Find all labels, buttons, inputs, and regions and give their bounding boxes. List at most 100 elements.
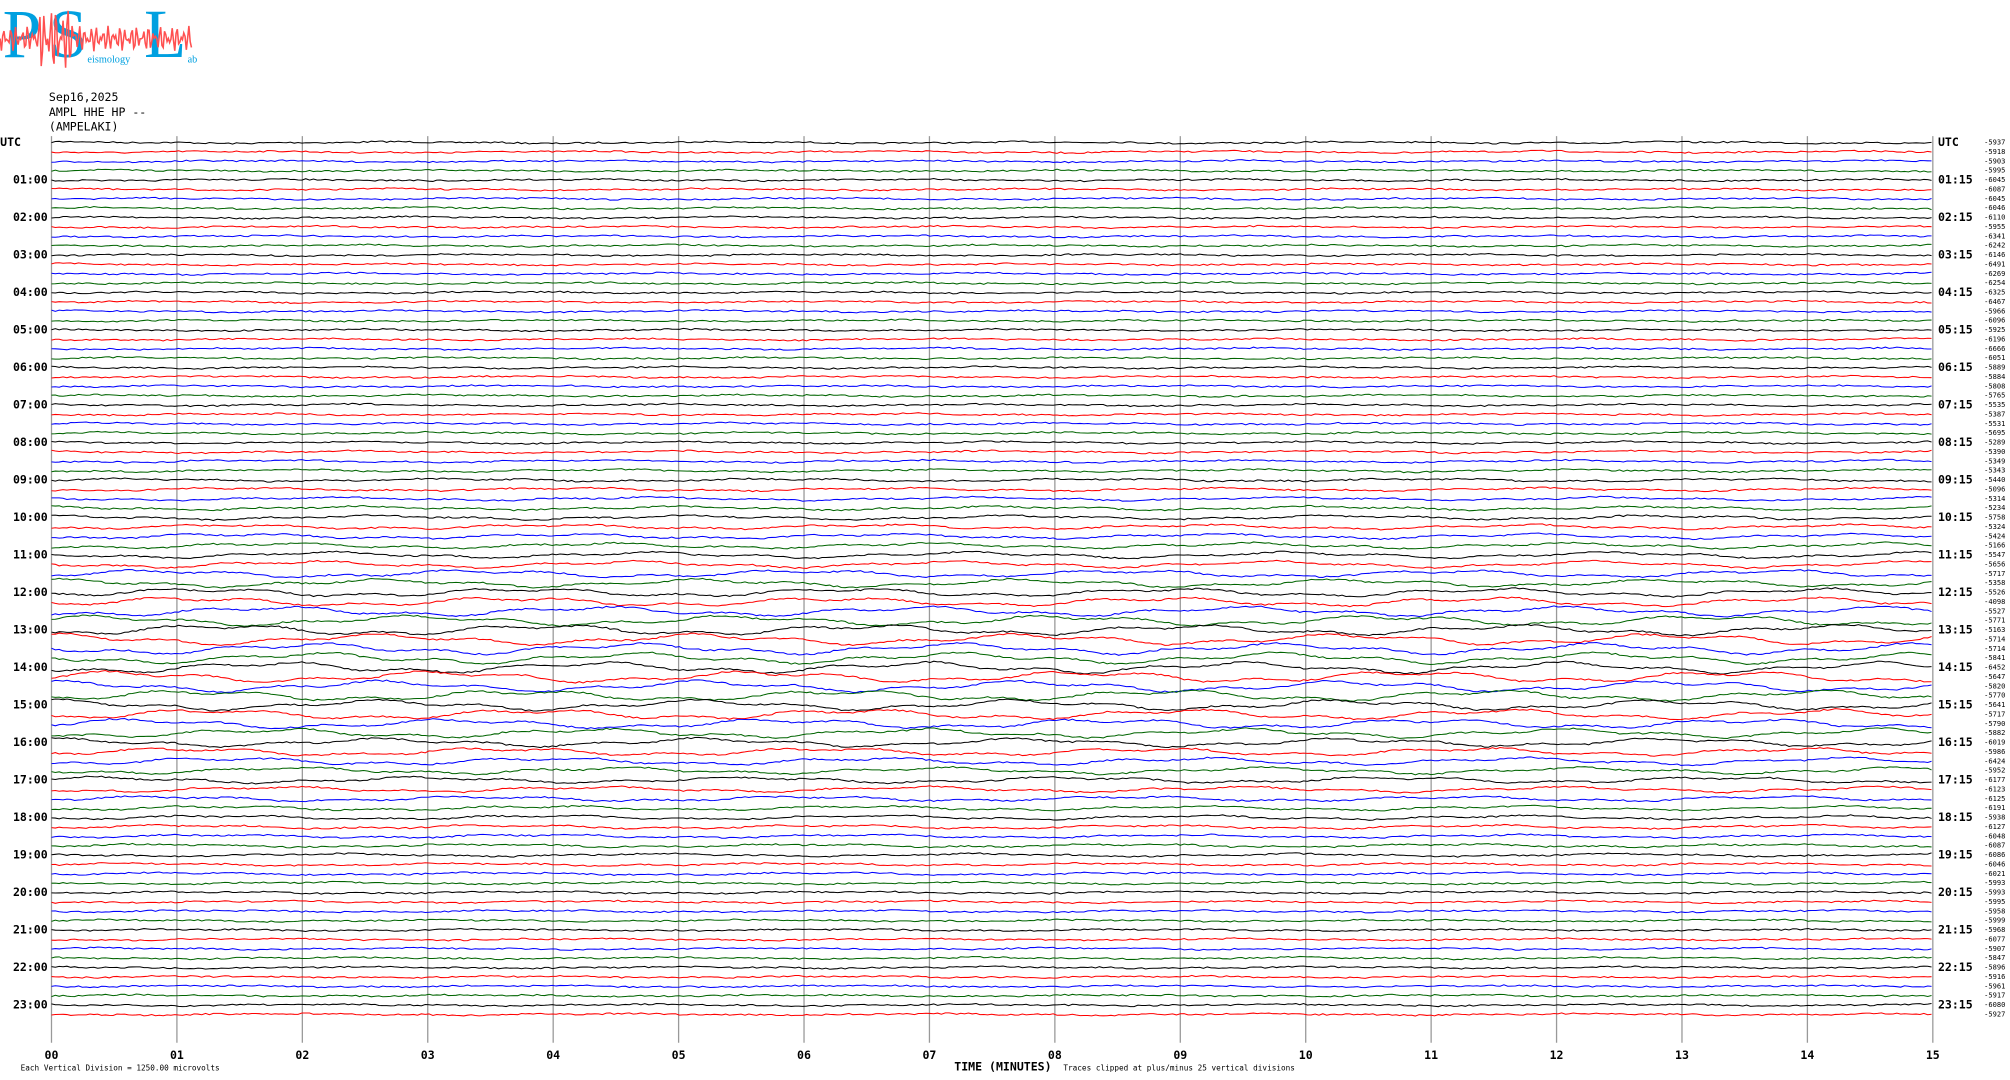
trace-offset: -6086: [1984, 850, 2005, 859]
trace: [51, 946, 1932, 951]
trace-offset: -5758: [1984, 513, 2005, 522]
trace-offset: -5847: [1984, 953, 2005, 962]
trace-offset: -5717: [1984, 709, 2005, 718]
trace-offset: -5986: [1984, 747, 2005, 756]
trace: [51, 569, 1932, 579]
trace-offset: -5907: [1984, 944, 2005, 953]
x-tick-label: 06: [797, 1048, 811, 1062]
trace-offset: -5918: [1984, 147, 2005, 156]
left-hour-label: 20:00: [13, 885, 48, 899]
x-tick-label: 07: [922, 1048, 936, 1062]
trace-offset: -6325: [1984, 288, 2005, 297]
right-hour-label: 23:15: [1938, 998, 1973, 1012]
left-hour-label: 16:00: [13, 735, 48, 749]
trace: [51, 215, 1932, 220]
trace-offset: -6087: [1984, 841, 2005, 850]
trace-offset: -5641: [1984, 700, 2005, 709]
left-hour-label: UTC: [0, 135, 21, 149]
trace: [51, 736, 1932, 749]
trace: [51, 587, 1932, 598]
right-hour-label: 05:15: [1938, 323, 1973, 337]
right-hour-label: 07:15: [1938, 398, 1973, 412]
trace: [51, 993, 1932, 998]
trace-offset: -5820: [1984, 681, 2005, 690]
trace: [51, 187, 1932, 192]
x-tick-label: 11: [1424, 1048, 1438, 1062]
trace-offset: -6021: [1984, 869, 2005, 878]
trace-offset: -5937: [1984, 138, 2005, 147]
x-tick-label: 08: [1048, 1048, 1062, 1062]
right-hour-label: 14:15: [1938, 660, 1973, 674]
trace: [51, 196, 1932, 201]
x-tick-label: 05: [672, 1048, 686, 1062]
trace: [51, 909, 1932, 914]
trace: [51, 243, 1932, 248]
header-line: AMPL HHE HP --: [49, 105, 146, 119]
trace: [51, 746, 1932, 757]
trace-offset: -6046: [1984, 859, 2005, 868]
trace-offset: -5995: [1984, 897, 2005, 906]
x-axis-label: TIME (MINUTES): [954, 1060, 1051, 1074]
trace: [51, 477, 1932, 483]
trace-offset: -5166: [1984, 541, 2005, 550]
trace-offset: -6196: [1984, 334, 2005, 343]
trace-offset: -5889: [1984, 363, 2005, 372]
trace-offset: -6123: [1984, 784, 2005, 793]
trace-offset: -5527: [1984, 606, 2005, 615]
trace-offset: -5882: [1984, 728, 2005, 737]
right-hour-label: 22:15: [1938, 960, 1973, 974]
right-hour-label: 11:15: [1938, 548, 1973, 562]
trace: [51, 708, 1932, 721]
trace: [51, 262, 1932, 267]
trace-offset: -5343: [1984, 466, 2005, 475]
left-hour-label: 06:00: [13, 360, 48, 374]
trace-offset: -6125: [1984, 794, 2005, 803]
left-hour-label: 23:00: [13, 998, 48, 1012]
left-hour-label: 13:00: [13, 623, 48, 637]
right-hour-label: 16:15: [1938, 735, 1973, 749]
trace: [51, 421, 1932, 426]
trace: [51, 756, 1932, 767]
trace: [51, 1012, 1932, 1017]
trace-offset: -5535: [1984, 400, 2005, 409]
trace: [51, 514, 1932, 522]
trace: [51, 984, 1932, 989]
trace-offset: -5647: [1984, 672, 2005, 681]
trace: [51, 918, 1932, 923]
trace-offset: -5547: [1984, 550, 2005, 559]
trace: [51, 577, 1932, 589]
trace: [51, 679, 1932, 694]
trace: [51, 871, 1932, 877]
trace: [51, 523, 1932, 531]
trace-offset: -6467: [1984, 297, 2005, 306]
trace-offset: -6051: [1984, 353, 2005, 362]
right-hour-label: 17:15: [1938, 773, 1973, 787]
trace-offset: -5440: [1984, 475, 2005, 484]
x-tick-label: 14: [1800, 1048, 1814, 1062]
trace-offset: -5968: [1984, 925, 2005, 934]
left-hour-label: 17:00: [13, 773, 48, 787]
trace: [51, 299, 1932, 304]
trace: [51, 468, 1932, 474]
trace-offset: -6452: [1984, 663, 2005, 672]
trace-offset: -6127: [1984, 822, 2005, 831]
left-hour-label: 11:00: [13, 548, 48, 562]
trace: [51, 440, 1932, 445]
trace-offset: -6424: [1984, 756, 2005, 765]
trace-offset: -5765: [1984, 391, 2005, 400]
trace: [51, 290, 1932, 295]
trace: [51, 605, 1932, 618]
trace: [51, 651, 1932, 666]
logo-word: ab: [188, 55, 198, 66]
trace: [51, 253, 1932, 257]
left-hour-label: 09:00: [13, 473, 48, 487]
trace-offset: -5841: [1984, 653, 2005, 662]
trace-offset: -5695: [1984, 428, 2005, 437]
left-hour-label: 05:00: [13, 323, 48, 337]
right-hour-label: 21:15: [1938, 923, 1973, 937]
trace-offset: -5717: [1984, 569, 2005, 578]
trace-offset: -5903: [1984, 156, 2005, 165]
trace: [51, 842, 1932, 849]
trace: [51, 804, 1932, 812]
